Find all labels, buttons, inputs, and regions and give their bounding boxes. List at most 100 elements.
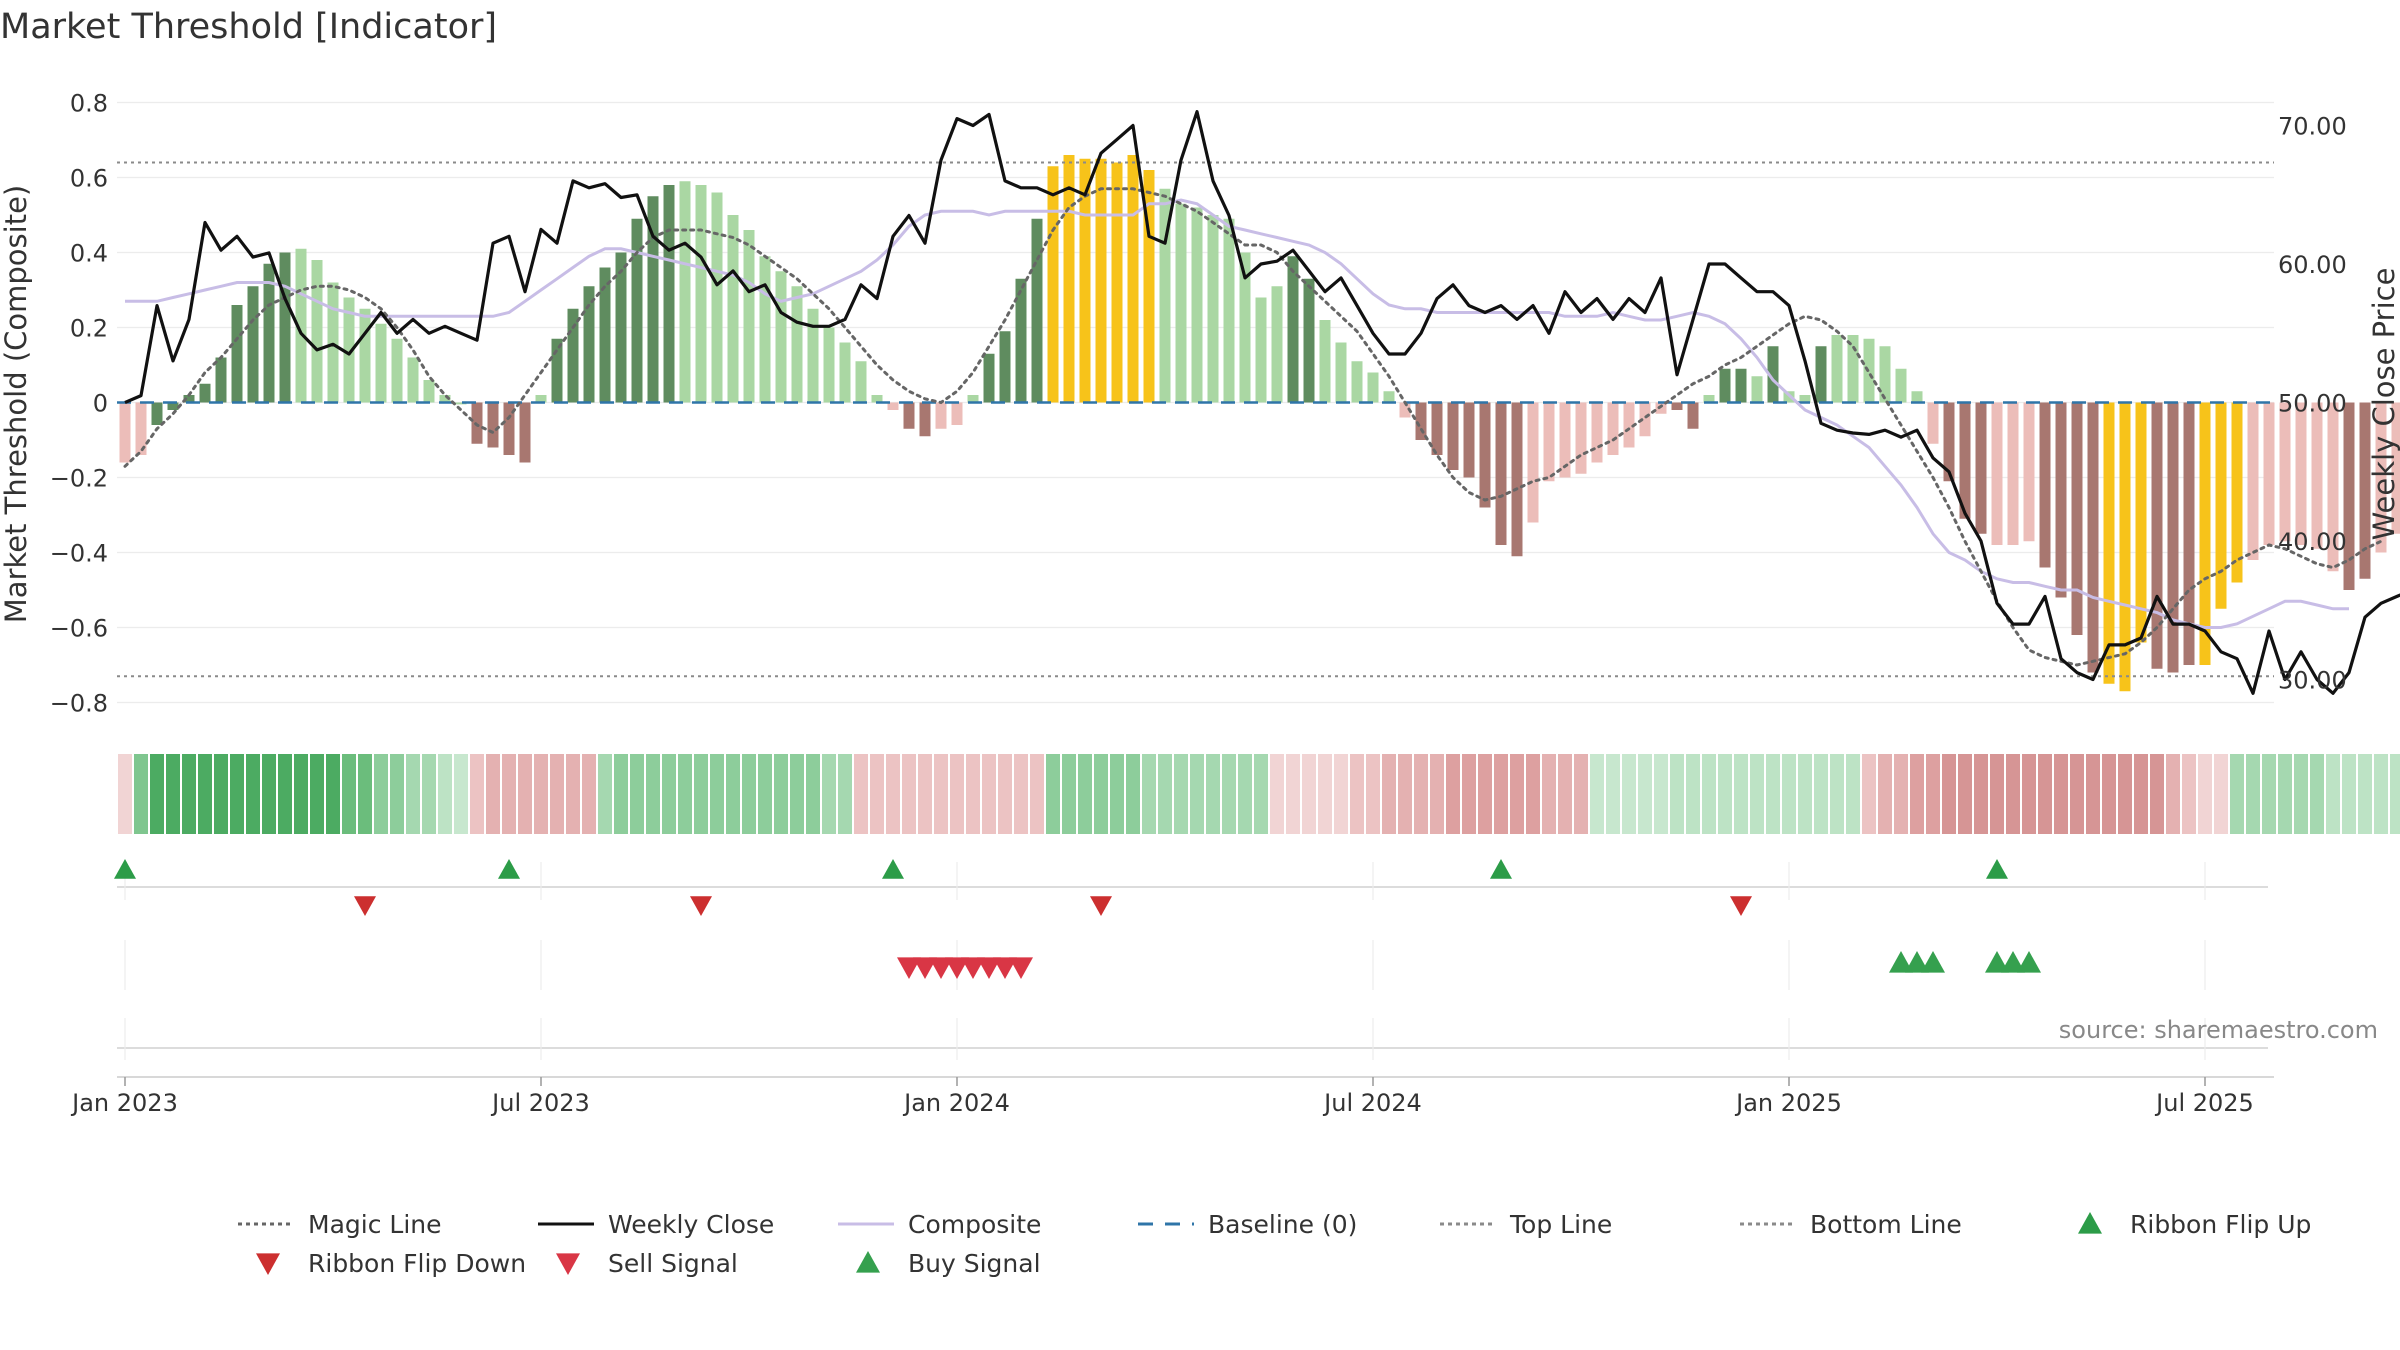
composite-bar-43 [791,286,803,403]
composite-bar-85 [1463,402,1475,478]
ribbon-cell-34 [646,754,660,834]
ribbon-cell-89 [1526,754,1540,834]
composite-bar-45 [823,327,835,403]
composite-bar-28 [551,338,563,403]
composite-bar-99 [1687,402,1699,429]
composite-bar-10 [263,263,275,403]
composite-bar-21 [439,395,451,403]
ribbon-cell-9 [246,754,260,834]
ribbon-cell-56 [998,754,1012,834]
composite-bar-109 [1847,335,1859,403]
ribbon-cell-24 [486,754,500,834]
ribbon-cell-143 [2390,754,2400,834]
composite-bar-96 [1639,402,1651,437]
ribbon-cell-6 [198,754,212,834]
ribbon-cell-118 [1990,754,2004,834]
ribbon-cell-7 [214,754,228,834]
composite-bar-126 [2119,402,2131,692]
ribbon-cell-3 [150,754,164,834]
ribbon-flip-up-1 [114,859,136,879]
composite-bar-82 [1415,402,1427,440]
ribbon-cell-30 [582,754,596,834]
composite-bar-60 [1063,155,1075,403]
ribbon-cell-132 [2214,754,2228,834]
x-tick-label-2: Jan 2024 [902,1089,1010,1117]
composite-bar-11 [279,252,291,403]
composite-bar-68 [1191,207,1203,403]
composite-bar-112 [1895,368,1907,403]
composite-bar-73 [1271,286,1283,403]
legend-item-8: Sell Signal [556,1249,738,1278]
legend-label-9: Buy Signal [908,1249,1041,1278]
ribbon-flip-down-102 [1730,896,1752,916]
composite-bar-86 [1479,402,1491,508]
composite-bar-74 [1287,256,1299,403]
composite-bar-122 [2055,402,2067,598]
ribbon-cell-107 [1814,754,1828,834]
sell-signal-56 [993,957,1017,979]
weekly-close-line [124,110,2400,695]
legend-item-6: Ribbon Flip Up [2078,1210,2311,1239]
ribbon-cell-47 [854,754,868,834]
composite-bar-46 [839,342,851,403]
legend-item-4: Top Line [1440,1210,1612,1239]
composite-bar-56 [999,331,1011,403]
ribbon-cell-63 [1110,754,1124,834]
composite-bar-20 [423,380,435,403]
composite-bar-143 [2391,402,2400,534]
ribbon-cell-17 [374,754,388,834]
buy-signal-118 [1985,951,2009,973]
ribbon-cell-101 [1718,754,1732,834]
ribbon-cell-81 [1398,754,1412,834]
ribbon-cell-124 [2086,754,2100,834]
sell-signal-55 [977,957,1001,979]
ribbon-cell-130 [2182,754,2196,834]
ribbon-cell-53 [950,754,964,834]
ribbon-cell-80 [1382,754,1396,834]
ribbon-strip [118,754,2400,834]
composite-bar-1 [119,402,131,463]
left-tick-label-6: −0.4 [50,540,108,568]
composite-bar-12 [295,248,307,403]
composite-bar-120 [2023,402,2035,542]
ribbon-flip-down-37 [690,896,712,916]
composite-bar-137 [2295,402,2307,545]
composite-bar-88 [1511,402,1523,557]
left-tick-label-2: 0.4 [70,240,108,268]
ribbon-cell-111 [1878,754,1892,834]
source-label: source: sharemaestro.com [2059,1016,2378,1044]
composite-bars [119,155,2400,692]
legend-swatch-8 [556,1253,580,1275]
composite-bar-128 [2151,402,2163,669]
left-tick-label-1: 0.6 [70,165,108,193]
ribbon-cell-60 [1062,754,1076,834]
composite-bar-67 [1175,203,1187,403]
composite-bar-75 [1303,278,1315,403]
ribbon-cell-59 [1046,754,1060,834]
composite-bar-27 [535,395,547,403]
ribbon-cell-114 [1926,754,1940,834]
ribbon-cell-110 [1862,754,1876,834]
composite-bar-93 [1591,402,1603,463]
composite-bar-4 [167,402,179,410]
left-tick-label-4: 0 [93,390,108,418]
ribbon-cell-73 [1270,754,1284,834]
composite-bar-39 [727,215,739,403]
ribbon-cell-138 [2310,754,2324,834]
composite-bar-102 [1735,368,1747,403]
right-axis-ticks: 70.00 60.00 50.00 40.00 30.00 [2278,113,2347,695]
ribbon-cell-18 [390,754,404,834]
indicator-lines [123,110,2400,695]
right-tick-label-4: 30.00 [2278,667,2347,695]
ribbon-cell-125 [2102,754,2116,834]
ribbon-cell-14 [326,754,340,834]
composite-bar-17 [375,323,387,403]
legend-label-0: Magic Line [308,1210,442,1239]
composite-bar-71 [1239,252,1251,403]
composite-bar-129 [2167,402,2179,673]
ribbon-cell-5 [182,754,196,834]
composite-bar-62 [1095,158,1107,403]
composite-bar-29 [567,308,579,403]
sell-signal-51 [913,957,937,979]
ribbon-cell-43 [790,754,804,834]
